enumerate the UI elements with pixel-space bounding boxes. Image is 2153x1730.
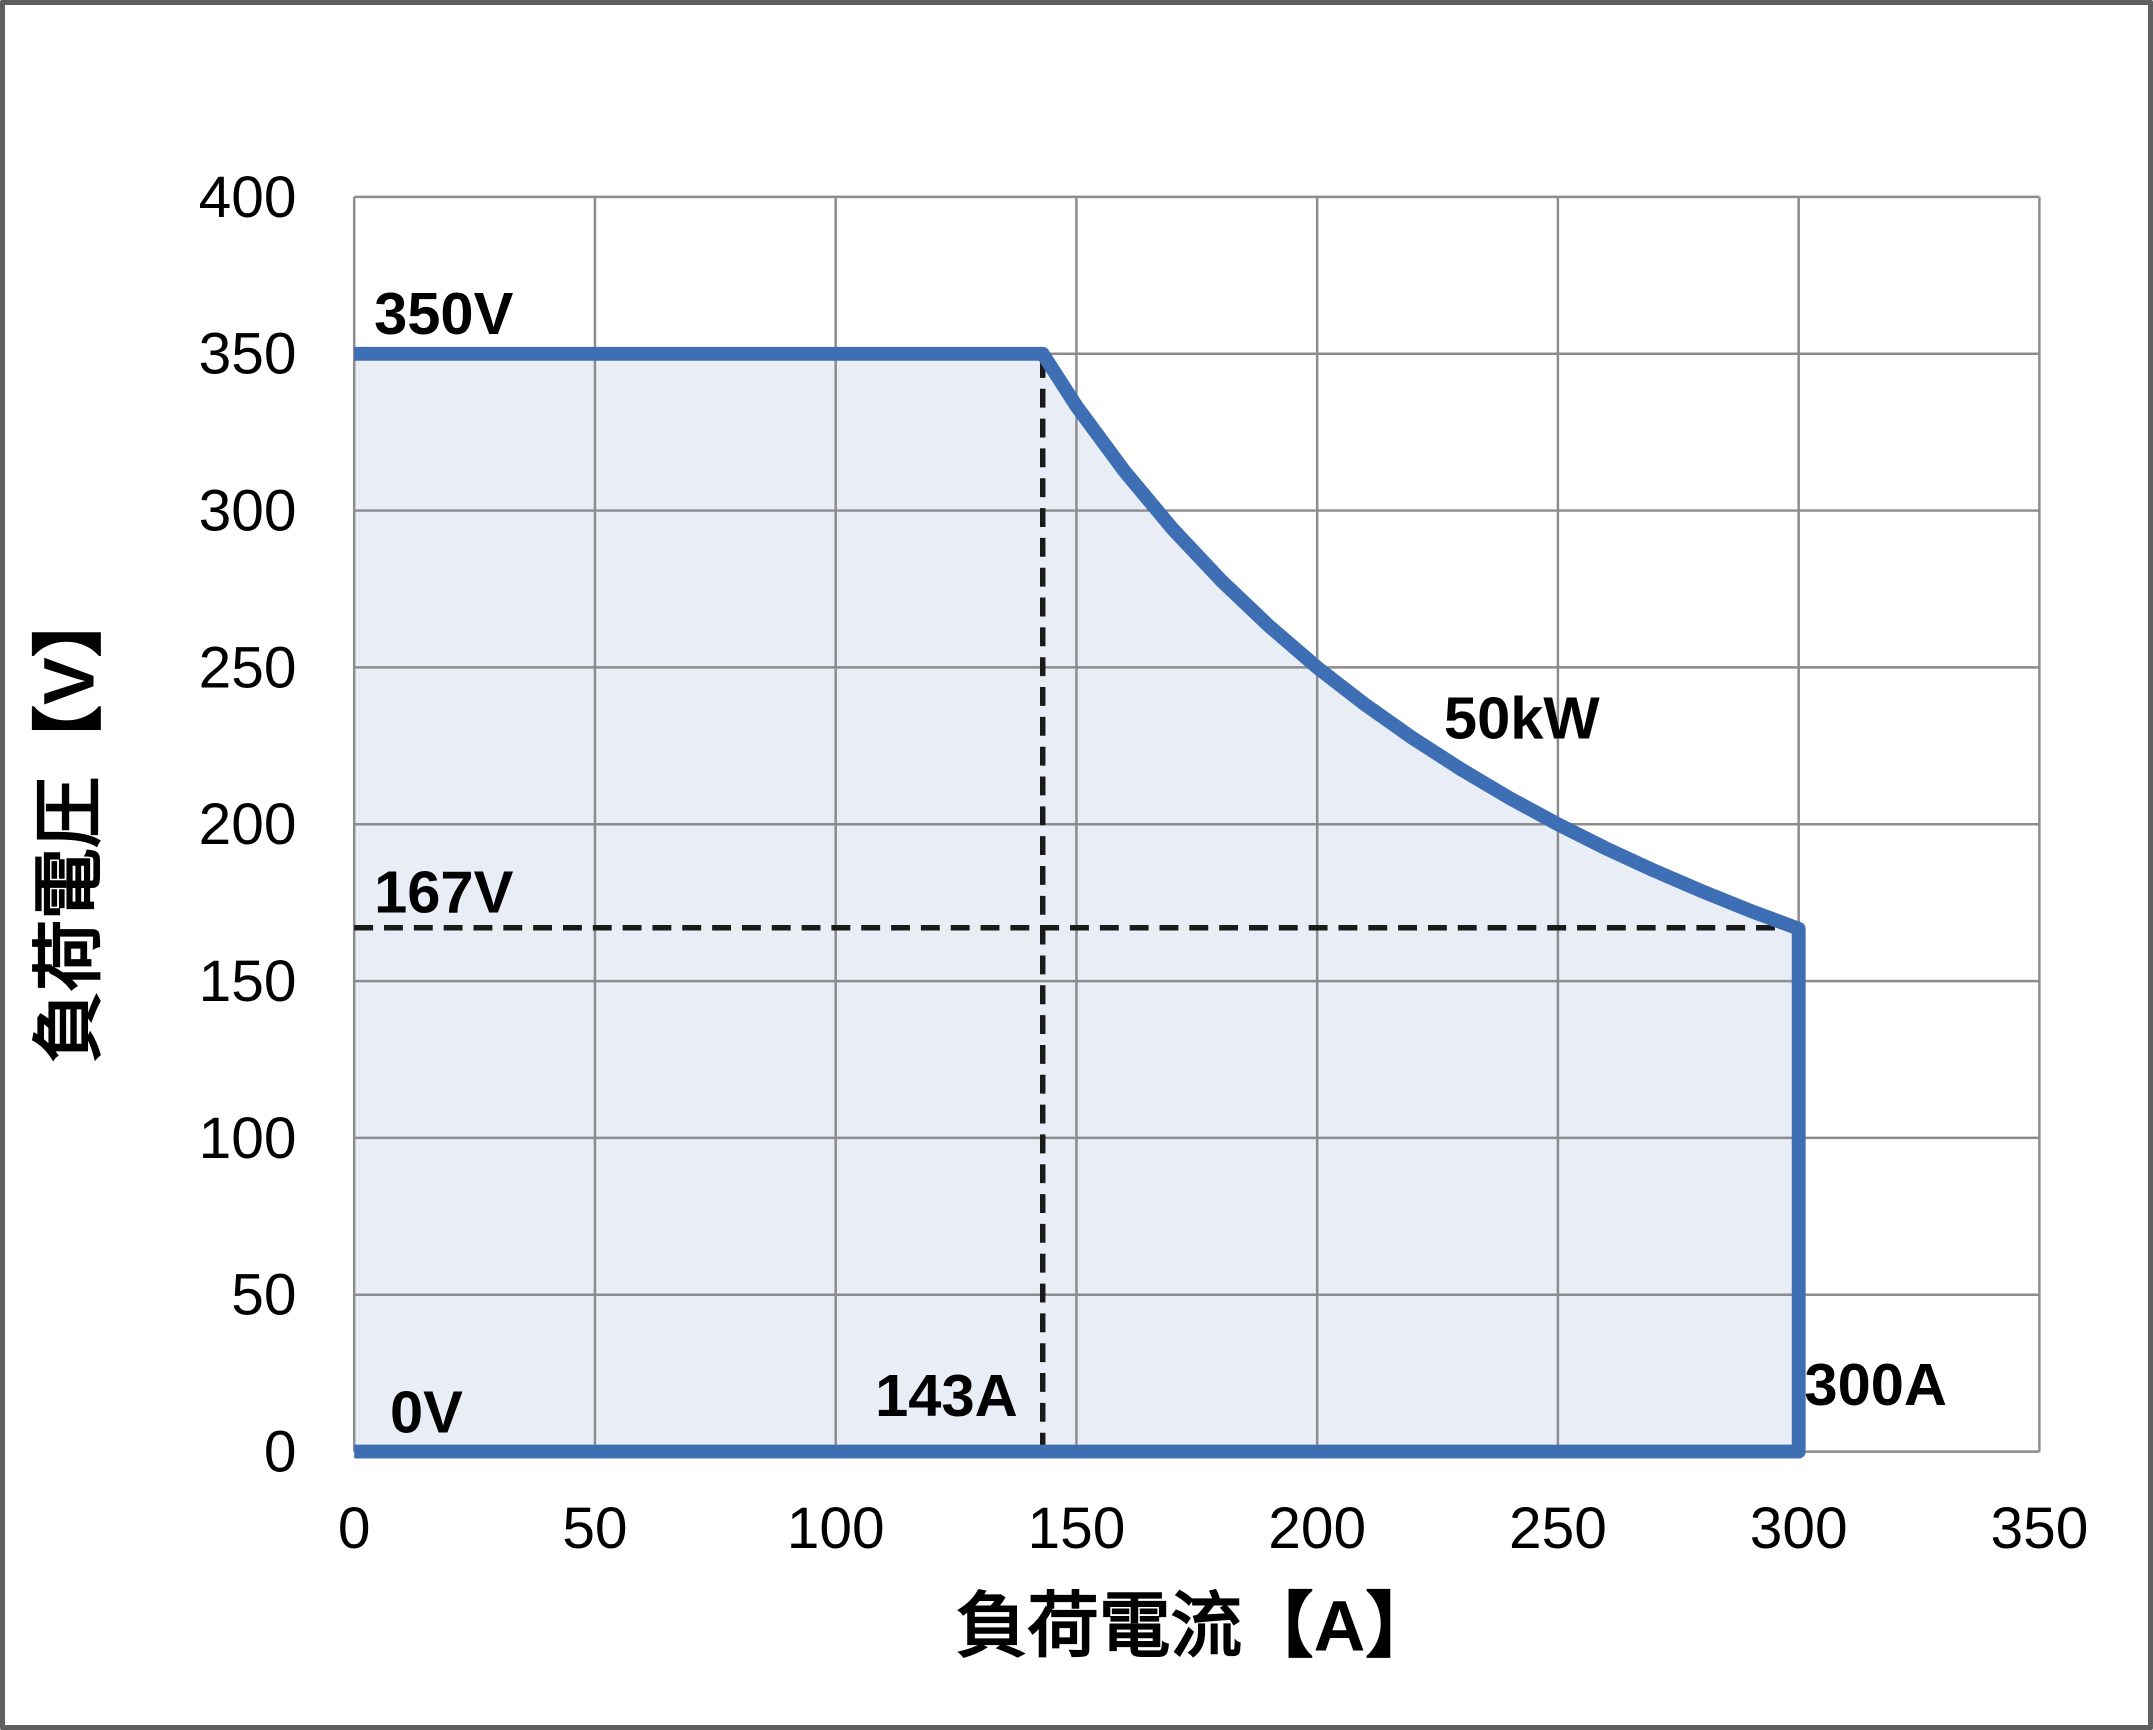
x-axis-title: 負荷電流【A】 [956,1586,1437,1666]
y-tick-label: 150 [199,949,297,1014]
annotation-350v: 350V [374,280,514,347]
y-tick-label: 300 [199,478,297,543]
annotation-300a: 300A [1804,1351,1947,1418]
x-tick-label: 300 [1750,1496,1848,1561]
x-tick-label: 100 [787,1496,885,1561]
y-tick-label: 100 [199,1106,297,1171]
x-tick-label: 150 [1028,1496,1126,1561]
annotation-0v: 0V [390,1379,463,1446]
y-tick-label: 400 [199,165,297,230]
x-tick-label: 0 [338,1496,371,1561]
x-tick-label: 50 [562,1496,627,1561]
y-axis-title: 負荷電圧【V】 [30,586,110,1063]
y-tick-label: 50 [231,1263,296,1328]
annotation-167v: 167V [374,859,514,926]
operating-area-boundary-line [354,346,1806,1459]
tick-label-layer: 0 50 100 150 200 250 300 350 0 50 100 150 200 250 300 3… [199,165,2089,1561]
y-tick-label: 350 [199,322,297,387]
reference-line-layer [354,353,1799,1452]
y-tick-label: 250 [199,635,297,700]
y-tick-label: 0 [264,1419,297,1484]
operating-area-chart: 0 50 100 150 200 250 300 350 0 50 100 150 200 250 300 3… [30,165,2089,1667]
annotation-143a: 143A [875,1362,1018,1429]
x-tick-label: 200 [1268,1496,1366,1561]
x-tick-label: 350 [1990,1496,2088,1561]
y-tick-label: 200 [199,792,297,857]
boundary-line-layer [354,346,1806,1459]
annotation-50kw: 50kW [1444,684,1601,751]
annotation-layer: 350V 167V 0V 143A 300A 50kW [374,280,1947,1446]
x-tick-label: 250 [1509,1496,1607,1561]
